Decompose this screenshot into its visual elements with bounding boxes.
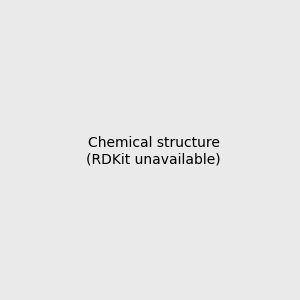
Text: Chemical structure
(RDKit unavailable): Chemical structure (RDKit unavailable) [86, 136, 221, 166]
